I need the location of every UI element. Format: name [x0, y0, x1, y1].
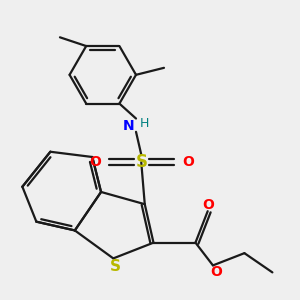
Text: O: O: [202, 198, 214, 212]
Text: H: H: [140, 117, 149, 130]
Text: O: O: [89, 155, 101, 169]
Text: N: N: [123, 118, 135, 133]
Text: O: O: [182, 155, 194, 169]
Text: O: O: [210, 266, 222, 279]
Text: S: S: [110, 259, 121, 274]
Text: S: S: [135, 153, 147, 171]
